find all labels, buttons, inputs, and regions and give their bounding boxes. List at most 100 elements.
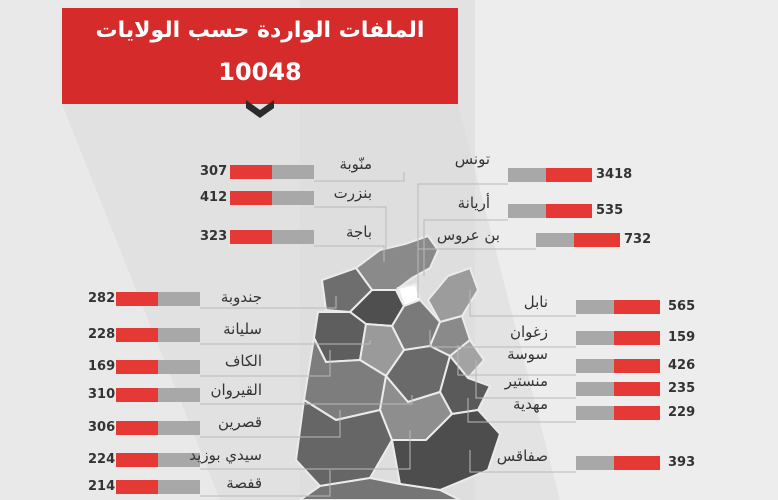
region-name: بنزرت [333, 184, 372, 202]
bar-gray-segment [508, 204, 546, 218]
bar-gray-segment [576, 456, 614, 470]
bar [116, 421, 200, 435]
region-name: قصرين [217, 413, 262, 431]
leader-line-left [200, 350, 331, 377]
region-name: الكاف [224, 352, 262, 370]
leader-line-left [200, 430, 411, 470]
bar-gray-segment [158, 480, 200, 494]
region-gafsa [294, 398, 394, 488]
bar-gray-segment [272, 230, 314, 244]
leader-line-right [417, 183, 508, 262]
value-label: 306 [88, 420, 116, 435]
bar-gray-segment [576, 382, 614, 396]
bar [116, 292, 200, 306]
bar-gray-segment [576, 300, 614, 314]
value-label: 307 [200, 164, 228, 179]
value-label: 535 [596, 203, 624, 218]
value-label: 732 [624, 232, 652, 247]
region-name: زغوان [509, 323, 548, 341]
region-name: باجة [345, 223, 372, 241]
bar-red-segment [546, 168, 592, 182]
bar [576, 406, 660, 420]
bar-gray-segment [158, 360, 200, 374]
value-label: 159 [668, 330, 696, 345]
bar-red-segment [116, 360, 158, 374]
region-name: منستير [504, 372, 548, 390]
region-name: القيروان [210, 381, 262, 399]
bar [230, 165, 314, 179]
region-name: أريانة [457, 194, 490, 212]
leader-line-right [457, 345, 576, 376]
value-label: 235 [668, 381, 696, 396]
bar [576, 456, 660, 470]
leader-line-left [200, 340, 371, 345]
value-label: 323 [200, 229, 228, 244]
bar-red-segment [614, 331, 660, 345]
bar-red-segment [230, 191, 272, 205]
value-label: 3418 [596, 167, 633, 182]
region-name: قفصة [226, 474, 262, 492]
bar-gray-segment [272, 165, 314, 179]
leader-line-left [314, 172, 405, 182]
bar [230, 230, 314, 244]
bar-red-segment [116, 328, 158, 342]
bar [116, 388, 200, 402]
leader-line-left [200, 296, 337, 309]
bar-red-segment [614, 456, 660, 470]
bar-red-segment [614, 406, 660, 420]
leader-line-left [200, 395, 413, 405]
header-total: 10048 [218, 58, 302, 86]
leader-line-right [469, 290, 576, 317]
bar-gray-segment [576, 331, 614, 345]
leader-line-right [423, 219, 508, 276]
region-name: منّوبة [339, 155, 372, 173]
bar-red-segment [116, 421, 158, 435]
bar-gray-segment [576, 359, 614, 373]
bar [576, 382, 660, 396]
bar [576, 359, 660, 373]
region-name: سوسة [507, 345, 548, 363]
value-label: 282 [88, 291, 116, 306]
value-label: 228 [88, 327, 116, 342]
bar [116, 453, 200, 467]
bar-red-segment [614, 382, 660, 396]
leader-line-left [314, 206, 387, 250]
value-label: 412 [200, 190, 228, 205]
bar-red-segment [116, 453, 158, 467]
chevron-down-icon [246, 100, 274, 118]
bar-red-segment [230, 230, 272, 244]
bar-red-segment [614, 359, 660, 373]
leader-line-left [200, 470, 331, 497]
bar-gray-segment [576, 406, 614, 420]
bar-red-segment [230, 165, 272, 179]
value-label: 565 [668, 299, 696, 314]
region-south [298, 476, 461, 500]
bar-gray-segment [158, 421, 200, 435]
region-name: بن عروس [436, 226, 500, 244]
bar-gray-segment [508, 168, 546, 182]
bar-red-segment [116, 292, 158, 306]
leader-line-left [200, 410, 341, 438]
bar-red-segment [116, 480, 158, 494]
bar [116, 328, 200, 342]
bar [508, 168, 592, 182]
value-label: 229 [668, 405, 696, 420]
bar-red-segment [546, 204, 592, 218]
bar-gray-segment [158, 292, 200, 306]
leader-lines [200, 172, 576, 497]
leader-line-right [475, 360, 576, 399]
region-name: نابل [523, 293, 548, 311]
bar [116, 480, 200, 494]
region-name: صفاقس [496, 447, 548, 465]
bar-red-segment [116, 388, 158, 402]
header-title: الملفات الواردة حسب الولايات [95, 18, 425, 43]
leader-line-left [314, 245, 385, 262]
bar [508, 204, 592, 218]
leader-line-right [429, 330, 576, 348]
bar-gray-segment [158, 453, 200, 467]
bar-red-segment [574, 233, 620, 247]
value-label: 426 [668, 358, 696, 373]
bar-gray-segment [158, 328, 200, 342]
value-label: 224 [88, 452, 116, 467]
